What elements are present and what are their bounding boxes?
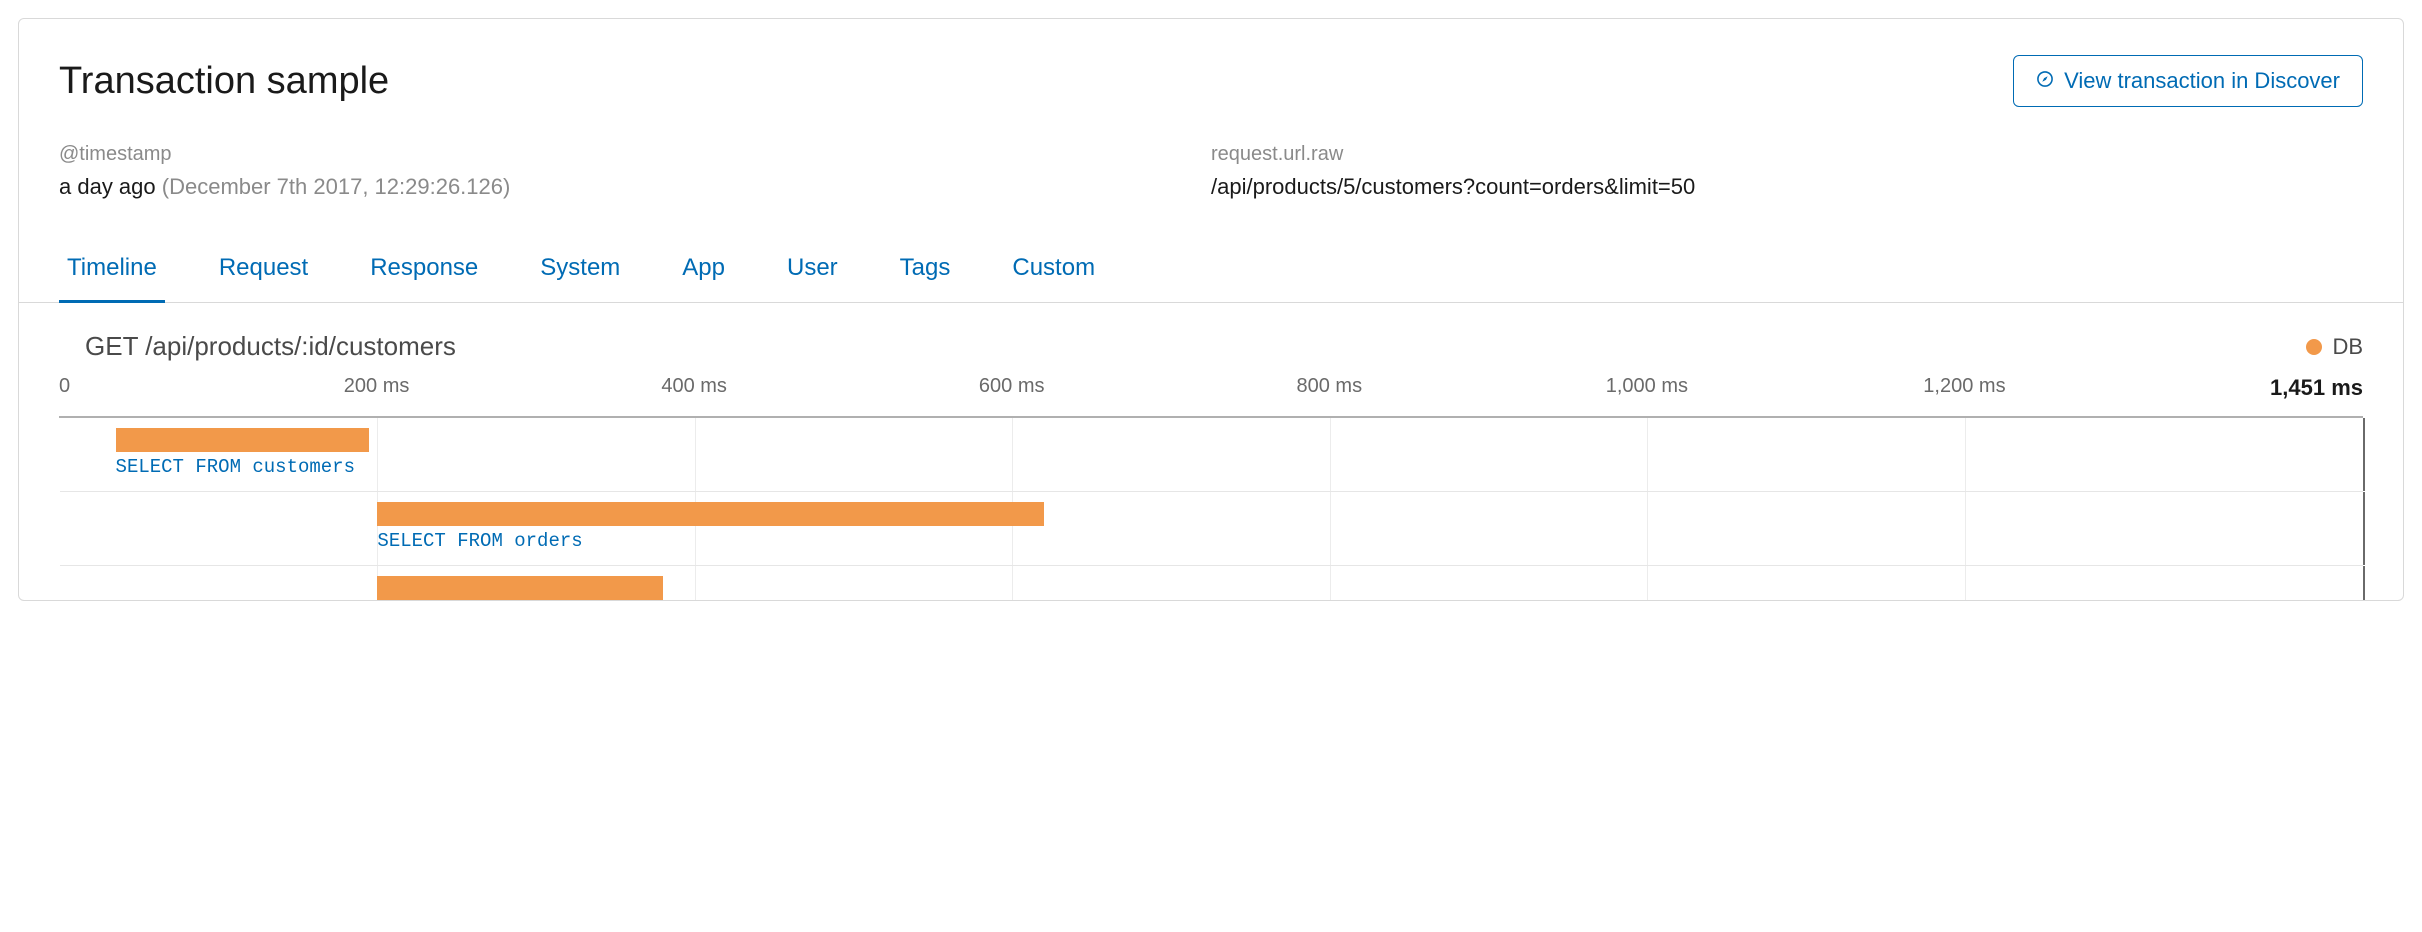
span-label: SELECT FROM orders: [377, 530, 582, 552]
legend-label: DB: [2332, 334, 2363, 360]
gridlines: [60, 418, 2363, 491]
span-row[interactable]: SELECT FROM customers: [60, 418, 2363, 492]
timestamp-label: @timestamp: [59, 143, 1211, 166]
tab-tags[interactable]: Tags: [892, 240, 959, 303]
span-label: SELECT FROM customers: [116, 456, 355, 478]
span-bar[interactable]: [377, 502, 1044, 526]
legend: DB: [2306, 334, 2363, 360]
timeline-rows: SELECT FROM customers SELECT FROM orders: [19, 418, 2403, 600]
axis-tick: 0: [59, 375, 70, 398]
discover-button-label: View transaction in Discover: [2064, 68, 2340, 94]
axis-tick: 600 ms: [979, 375, 1045, 398]
axis-tick: 200 ms: [344, 375, 410, 398]
axis-max-label: 1,451 ms: [2270, 375, 2363, 401]
url-label: request.url.raw: [1211, 143, 2363, 166]
tab-response[interactable]: Response: [362, 240, 486, 303]
url-value: /api/products/5/customers?count=orders&l…: [1211, 174, 2363, 200]
timestamp-absolute: (December 7th 2017, 12:29:26.126): [162, 174, 511, 199]
legend-swatch: [2306, 339, 2322, 355]
span-row[interactable]: [60, 566, 2363, 600]
timeline-header: GET /api/products/:id/customers DB: [19, 303, 2403, 374]
axis-tick: 1,000 ms: [1606, 375, 1688, 398]
timestamp-relative: a day ago: [59, 174, 156, 199]
axis-tick: 1,200 ms: [1923, 375, 2005, 398]
meta-url: request.url.raw /api/products/5/customer…: [1211, 143, 2363, 200]
axis-tick: 400 ms: [661, 375, 727, 398]
tab-app[interactable]: App: [674, 240, 733, 303]
panel-header: Transaction sample View transaction in D…: [19, 19, 2403, 107]
end-marker: [2363, 492, 2365, 565]
tabs: Timeline Request Response System App User Tags…: [19, 240, 2403, 303]
tab-system[interactable]: System: [532, 240, 628, 303]
timestamp-value: a day ago (December 7th 2017, 12:29:26.1…: [59, 174, 1211, 200]
timeline: 1,451 ms 0 200 ms 400 ms 600 ms 800 ms 1,000 …: [19, 374, 2403, 600]
span-bar[interactable]: [377, 576, 663, 600]
tab-request[interactable]: Request: [211, 240, 316, 303]
axis-tick: 800 ms: [1296, 375, 1362, 398]
route-label: GET /api/products/:id/customers: [85, 331, 456, 362]
span-bar[interactable]: [116, 428, 370, 452]
end-marker: [2363, 566, 2365, 600]
end-marker: [2363, 418, 2365, 491]
tab-user[interactable]: User: [779, 240, 846, 303]
meta-timestamp: @timestamp a day ago (December 7th 2017,…: [59, 143, 1211, 200]
view-in-discover-button[interactable]: View transaction in Discover: [2013, 55, 2363, 107]
meta-row: @timestamp a day ago (December 7th 2017,…: [19, 107, 2403, 240]
timeline-axis: 1,451 ms 0 200 ms 400 ms 600 ms 800 ms 1,000 …: [59, 374, 2363, 418]
compass-icon: [2036, 68, 2054, 94]
span-row[interactable]: SELECT FROM orders: [60, 492, 2363, 566]
tab-custom[interactable]: Custom: [1004, 240, 1103, 303]
tab-timeline[interactable]: Timeline: [59, 240, 165, 303]
transaction-panel: Transaction sample View transaction in D…: [18, 18, 2404, 601]
panel-title: Transaction sample: [59, 60, 389, 103]
